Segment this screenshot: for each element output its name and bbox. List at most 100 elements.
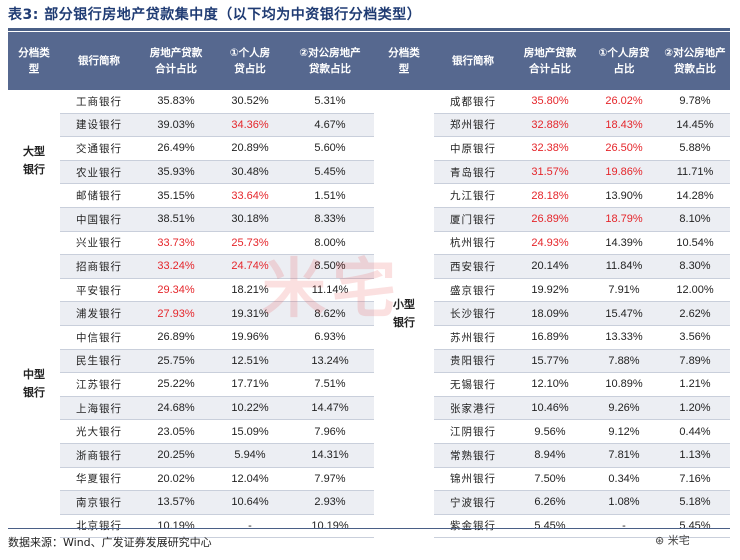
table-row: 建设银行 39.03% 34.36% 4.67% 郑州银行 32.88% 18.43% 14.…: [8, 113, 730, 138]
value-personal: 7.81%: [588, 443, 660, 468]
value-corporate: 7.16%: [660, 467, 730, 492]
table-row: 浦发银行 27.93% 19.31% 8.62% 长沙银行 18.09% 15.47% 2.6…: [8, 301, 730, 326]
value-personal: 19.96%: [214, 325, 286, 350]
bank-name: 浦发银行: [60, 301, 138, 326]
value-corporate: 4.67%: [286, 113, 374, 138]
bank-name: 九江银行: [434, 183, 512, 208]
value-total: 31.57%: [512, 160, 588, 185]
table-row: 农业银行 35.93% 30.48% 5.45% 青岛银行 31.57% 19.86% 11.…: [8, 160, 730, 185]
bank-name: 盛京银行: [434, 278, 512, 303]
bank-name: 张家港行: [434, 396, 512, 421]
value-total: 6.26%: [512, 490, 588, 515]
value-corporate: 8.30%: [660, 254, 730, 279]
bank-name: 工商银行: [60, 90, 138, 114]
value-personal: 17.71%: [214, 372, 286, 397]
value-personal: 9.26%: [588, 396, 660, 421]
value-personal: 26.02%: [588, 90, 660, 114]
value-total: 38.51%: [138, 207, 214, 232]
value-personal: 34.36%: [214, 113, 286, 138]
table-header-row: 分档类 型 银行简称 房地产贷款 合计占比 ①个人房 贷占比 ②对公房地产 贷款…: [8, 32, 730, 90]
value-total: 20.25%: [138, 443, 214, 468]
bank-name: 西安银行: [434, 254, 512, 279]
table-row: 交通银行 26.49% 20.89% 5.60% 中原银行 32.38% 26.50% 5.8…: [8, 136, 730, 161]
value-total: 24.68%: [138, 396, 214, 421]
table-title: 表3: 部分银行房地产贷款集中度（以下均为中资银行分档类型）: [8, 7, 422, 23]
value-corporate: 0.44%: [660, 419, 730, 444]
value-corporate: 3.56%: [660, 325, 730, 350]
value-personal: 18.21%: [214, 278, 286, 303]
header-bank-right: 银行简称: [434, 32, 512, 90]
value-personal: 10.22%: [214, 396, 286, 421]
value-total: 5.45%: [512, 514, 588, 539]
value-personal: 10.89%: [588, 372, 660, 397]
table-row: 邮储银行 35.15% 33.64% 1.51% 九江银行 28.18% 13.90% 14.…: [8, 183, 730, 208]
value-corporate: 7.89%: [660, 349, 730, 374]
value-personal: -: [588, 514, 660, 539]
bank-name: 苏州银行: [434, 325, 512, 350]
source-note: 数据来源：Wind、广发证券发展研究中心: [8, 536, 212, 549]
bank-name: 上海银行: [60, 396, 138, 421]
value-corporate: 1.51%: [286, 183, 374, 208]
value-corporate: 8.00%: [286, 231, 374, 256]
bank-real-estate-loan-table: 分档类 型 银行简称 房地产贷款 合计占比 ①个人房 贷占比 ②对公房地产 贷款…: [8, 32, 730, 539]
bank-name: 光大银行: [60, 419, 138, 444]
value-personal: 13.33%: [588, 325, 660, 350]
title-divider: [8, 28, 730, 31]
value-corporate: 11.14%: [286, 278, 374, 303]
value-total: 28.18%: [512, 183, 588, 208]
value-total: 29.34%: [138, 278, 214, 303]
value-personal: 30.48%: [214, 160, 286, 185]
header-tier-right: 分档类 型: [374, 32, 434, 90]
category-large: 大型 银行: [8, 90, 60, 232]
header-personal-right: ①个人房贷 占比: [588, 32, 660, 90]
value-personal: 7.91%: [588, 278, 660, 303]
table-row: 中信银行 26.89% 19.96% 6.93% 苏州银行 16.89% 13.33% 3.5…: [8, 325, 730, 350]
value-corporate: 1.20%: [660, 396, 730, 421]
value-personal: 30.52%: [214, 90, 286, 114]
value-personal: 19.31%: [214, 301, 286, 326]
value-total: 32.38%: [512, 136, 588, 161]
bank-name: 长沙银行: [434, 301, 512, 326]
header-corporate-right: ②对公房地产 贷款占比: [660, 32, 730, 90]
value-corporate: 5.31%: [286, 90, 374, 114]
bank-name: 成都银行: [434, 90, 512, 114]
value-personal: 18.43%: [588, 113, 660, 138]
value-personal: 10.64%: [214, 490, 286, 515]
value-total: 25.75%: [138, 349, 214, 374]
value-corporate: 9.78%: [660, 90, 730, 114]
value-personal: 12.51%: [214, 349, 286, 374]
value-corporate: 8.10%: [660, 207, 730, 232]
value-personal: 30.18%: [214, 207, 286, 232]
brand-logo: ⊛ 米宅: [655, 534, 690, 547]
bank-name: 厦门银行: [434, 207, 512, 232]
bank-name: 常熟银行: [434, 443, 512, 468]
value-total: 35.80%: [512, 90, 588, 114]
value-personal: 33.64%: [214, 183, 286, 208]
value-total: 24.93%: [512, 231, 588, 256]
table-body: 大型 银行 工商银行 35.83% 30.52% 5.31% 小型 银行 成都银行 35.80…: [8, 90, 730, 539]
table-row: 中型 银行 兴业银行 33.73% 25.73% 8.00% 杭州银行 24.93% 14.3…: [8, 231, 730, 538]
bank-name: 浙商银行: [60, 443, 138, 468]
table-row: 上海银行 24.68% 10.22% 14.47% 张家港行 10.46% 9.26% 1.2…: [8, 396, 730, 421]
value-total: 15.77%: [512, 349, 588, 374]
value-corporate: 7.96%: [286, 419, 374, 444]
value-total: 23.05%: [138, 419, 214, 444]
value-total: 39.03%: [138, 113, 214, 138]
value-corporate: 14.31%: [286, 443, 374, 468]
table-row: 大型 银行 工商银行 35.83% 30.52% 5.31% 小型 银行 成都银行 35.80…: [8, 90, 730, 538]
table-row: 浙商银行 20.25% 5.94% 14.31% 常熟银行 8.94% 7.81% 1.13%: [8, 443, 730, 468]
value-personal: 18.79%: [588, 207, 660, 232]
bank-name: 招商银行: [60, 254, 138, 279]
table-row: 光大银行 23.05% 15.09% 7.96% 江阴银行 9.56% 9.12% 0.44%: [8, 419, 730, 444]
value-corporate: 8.62%: [286, 301, 374, 326]
bank-name: 紫金银行: [434, 514, 512, 539]
value-personal: -: [214, 514, 286, 539]
value-personal: 9.12%: [588, 419, 660, 444]
value-corporate: 10.19%: [286, 514, 374, 539]
value-corporate: 1.13%: [660, 443, 730, 468]
bank-name: 华夏银行: [60, 467, 138, 492]
table-row: 平安银行 29.34% 18.21% 11.14% 盛京银行 19.92% 7.91% 12.…: [8, 278, 730, 303]
value-personal: 15.09%: [214, 419, 286, 444]
bank-name: 平安银行: [60, 278, 138, 303]
value-corporate: 5.60%: [286, 136, 374, 161]
